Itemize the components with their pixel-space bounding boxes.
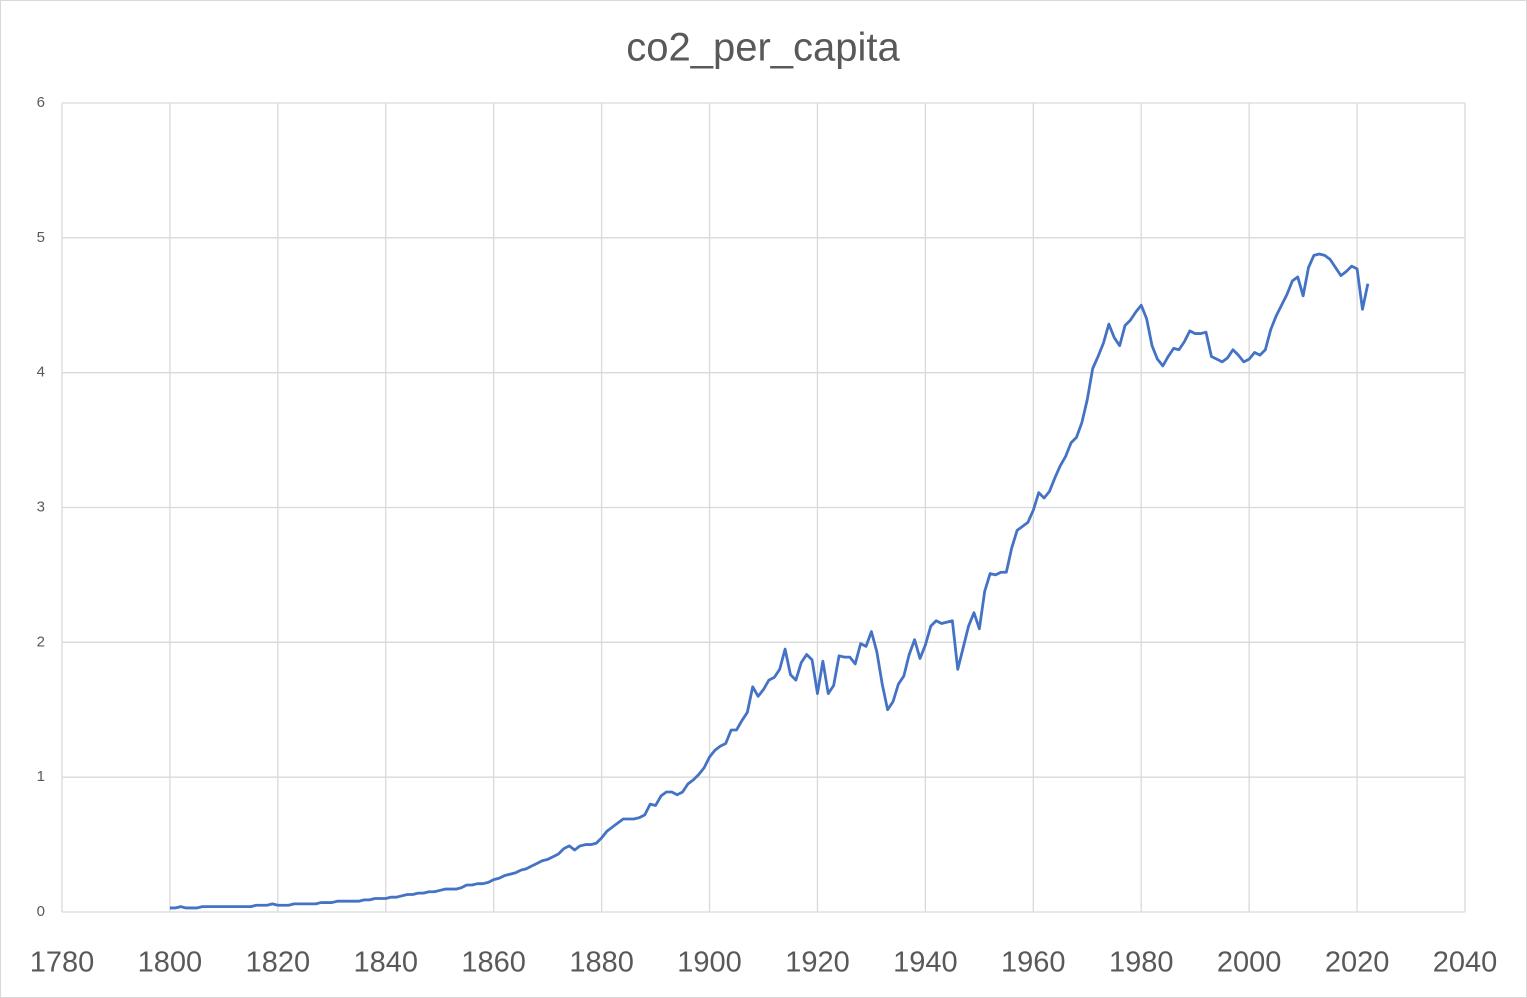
y-tick-label: 2 xyxy=(37,633,45,650)
x-tick-label: 1800 xyxy=(138,947,203,979)
x-tick-label: 2000 xyxy=(1217,947,1282,979)
x-tick-label: 1820 xyxy=(246,947,311,979)
chart-title: co2_per_capita xyxy=(626,26,900,70)
x-tick-label: 1960 xyxy=(1001,947,1066,979)
y-tick-label: 0 xyxy=(37,903,45,920)
x-tick-label: 1920 xyxy=(785,947,850,979)
x-tick-label: 1980 xyxy=(1109,947,1174,979)
y-tick-label: 1 xyxy=(37,768,45,785)
y-tick-label: 4 xyxy=(37,364,45,381)
y-tick-label: 6 xyxy=(37,94,45,111)
x-tick-label: 2020 xyxy=(1325,947,1390,979)
x-tick-label: 1780 xyxy=(30,947,95,979)
x-tick-label: 1860 xyxy=(461,947,526,979)
x-tick-label: 1880 xyxy=(569,947,634,979)
x-tick-label: 1900 xyxy=(677,947,742,979)
data-line xyxy=(169,252,1370,910)
y-tick-label: 3 xyxy=(37,498,45,515)
x-tick-label: 1840 xyxy=(354,947,419,979)
x-tick-label: 2040 xyxy=(1433,947,1498,979)
x-tick-label: 1940 xyxy=(893,947,958,979)
y-tick-label: 5 xyxy=(37,229,45,246)
